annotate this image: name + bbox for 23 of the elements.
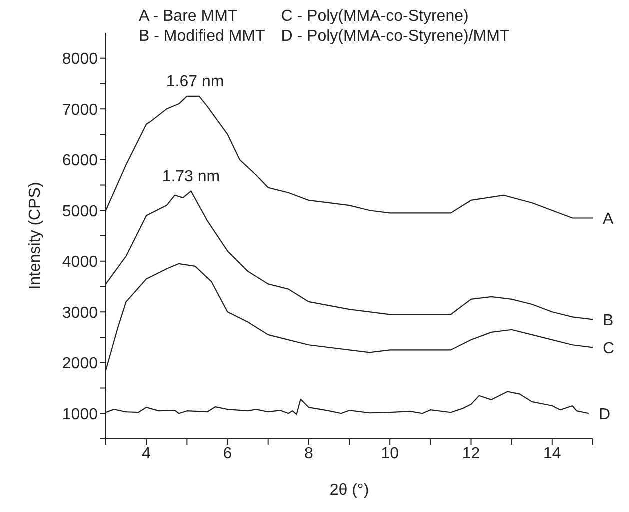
series-label: D	[598, 406, 611, 424]
y-tick-label: 2000	[62, 356, 98, 373]
key-text: A - Bare MMT B - Modified MMT C - Poly(MMA-co-Styrene) D - Poly(MMA-co-Styrene)/MMT	[139, 8, 510, 46]
series-label: C	[603, 340, 615, 358]
y-tick-label: 4000	[62, 254, 98, 272]
annotation: 1.73 nm	[162, 168, 220, 186]
x-tick-label: 10	[381, 445, 400, 462]
y-tick-label: 1000	[62, 406, 98, 424]
x-tick-label: 8	[304, 445, 314, 462]
y-axis-title: Intensity (CPS)	[27, 182, 44, 290]
x-tick-label: 4	[142, 445, 152, 462]
y-tick-label: 7000	[62, 102, 98, 119]
x-axis-title: 2θ (°)	[330, 482, 370, 499]
y-tick-label: 5000	[62, 203, 98, 220]
y-tick-label: 8000	[62, 51, 98, 68]
series-label: B	[603, 312, 614, 330]
annotation: 1.67 nm	[166, 73, 224, 90]
x-tick-label: 6	[223, 445, 232, 462]
x-tick-label: 14	[544, 445, 562, 462]
series-label: A	[603, 211, 614, 228]
y-tick-label: 3000	[62, 304, 98, 322]
y-tick-label: 6000	[62, 152, 98, 170]
x-tick-label: 12	[462, 445, 480, 462]
